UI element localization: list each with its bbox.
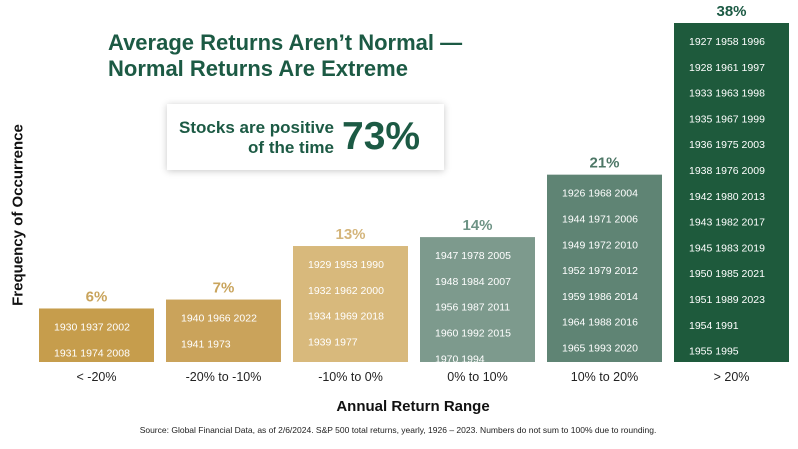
bar-year-row: 1943 1982 2017 <box>689 217 765 229</box>
bar-value-label: 13% <box>335 226 365 243</box>
x-tick-label: -20% to -10% <box>186 370 262 384</box>
bar-value-label: 14% <box>462 217 492 234</box>
bar-year-row: 1964 1988 2016 <box>562 317 638 329</box>
x-tick-label: -10% to 0% <box>318 370 383 384</box>
bar-year-row: 1940 1966 2022 <box>181 313 257 325</box>
positive-years-callout: Stocks are positive of the time 73% <box>167 104 444 170</box>
bar-year-row: 1947 1978 2005 <box>435 250 511 262</box>
bar <box>166 299 281 362</box>
bar <box>39 308 154 362</box>
bar-year-row: 1948 1984 2007 <box>435 276 511 288</box>
bar-year-row: 1930 1937 2002 <box>54 321 130 333</box>
bar-year-row: 1935 1967 1999 <box>689 113 765 125</box>
bar-year-row: 1941 1973 <box>181 338 231 350</box>
bar <box>293 246 408 362</box>
bar-year-row: 1952 1979 2012 <box>562 265 638 277</box>
bar <box>547 174 662 362</box>
bar-year-row: 1939 1977 <box>308 336 358 348</box>
bar-year-row: 1955 1995 <box>689 346 739 358</box>
bar-value-label: 38% <box>716 3 746 20</box>
bar-year-row: 1970 1994 <box>435 353 485 365</box>
callout-line-2: of the time <box>248 138 334 157</box>
bar-year-row: 1945 1983 2019 <box>689 242 765 254</box>
bar-year-row: 1932 1962 2000 <box>308 285 384 297</box>
bar-year-row: 1951 1989 2023 <box>689 294 765 306</box>
bar-year-row: 1956 1987 2011 <box>435 302 510 314</box>
bar-year-row: 1928 1961 1997 <box>689 62 765 74</box>
bar-year-row: 1931 1974 2008 <box>54 347 130 359</box>
chart-title: Average Returns Aren’t Normal — Normal R… <box>108 30 462 82</box>
x-tick-label: > 20% <box>714 370 750 384</box>
x-tick-label: 0% to 10% <box>447 370 507 384</box>
bar <box>674 23 789 362</box>
bar-value-label: 7% <box>213 280 235 297</box>
bar-year-row: 1936 1975 2003 <box>689 139 765 151</box>
bar <box>420 237 535 362</box>
callout-text: Stocks are positive of the time <box>179 118 334 158</box>
chart-title-line-1: Average Returns Aren’t Normal — <box>108 30 463 55</box>
bar-year-row: 1944 1971 2006 <box>562 213 638 225</box>
chart-title-line-2: Normal Returns Are Extreme <box>108 56 408 81</box>
bar-year-row: 1960 1992 2015 <box>435 328 511 340</box>
callout-line-1: Stocks are positive <box>179 118 334 137</box>
bar-year-row: 1933 1963 1998 <box>689 88 765 100</box>
source-note: Source: Global Financial Data, as of 2/6… <box>139 425 657 435</box>
bar-year-row: 1950 1985 2021 <box>689 268 765 280</box>
bar-year-row: 1926 1968 2004 <box>562 188 638 200</box>
bar-year-row: 1957 2001 <box>181 364 231 376</box>
bar-year-row: 1965 1993 2020 <box>562 342 638 354</box>
bar-year-row: 1938 1976 2009 <box>689 165 765 177</box>
x-tick-label: 10% to 20% <box>571 370 638 384</box>
callout-value: 73% <box>342 115 421 158</box>
x-axis-label: Annual Return Range <box>336 398 490 415</box>
bar-year-row: 1946 1981 <box>308 362 358 374</box>
bar-year-row: 1934 1969 2018 <box>308 311 384 323</box>
bar-year-row: 1954 1991 <box>689 320 739 332</box>
bar-value-label: 21% <box>589 155 619 172</box>
x-tick-label: < -20% <box>77 370 117 384</box>
bar-year-row: 1942 1980 2013 <box>689 191 765 203</box>
bar-year-row: 1949 1972 2010 <box>562 239 638 251</box>
bar-year-row: 1927 1958 1996 <box>689 36 765 48</box>
bar-value-label: 6% <box>86 288 108 305</box>
bar-year-row: 1929 1953 1990 <box>308 259 384 271</box>
bar-year-row: 1959 1986 2014 <box>562 291 638 303</box>
